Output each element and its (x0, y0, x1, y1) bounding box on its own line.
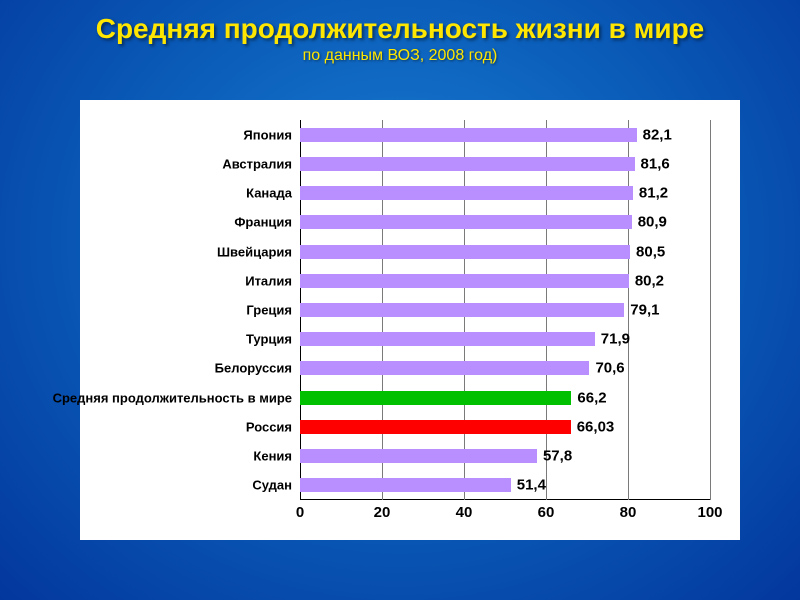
x-tick-label: 40 (456, 504, 473, 521)
bar-value-label: 79,1 (630, 302, 659, 319)
category-label: Италия (245, 273, 292, 288)
bar-value-label: 81,6 (641, 155, 670, 172)
bar-value-label: 80,5 (636, 243, 665, 260)
category-label: Франция (234, 215, 292, 230)
x-tick-label: 0 (296, 504, 304, 521)
bar-value-label: 51,4 (517, 477, 546, 494)
bar (300, 215, 632, 229)
bar (300, 303, 624, 317)
bar (300, 332, 595, 346)
category-label: Греция (246, 303, 292, 318)
bar-value-label: 80,2 (635, 272, 664, 289)
bar-value-label: 66,2 (577, 389, 606, 406)
category-label: Канада (246, 186, 292, 201)
category-label: Средняя продолжительность в мире (53, 390, 292, 405)
bar-value-label: 57,8 (543, 448, 572, 465)
category-label: Швейцария (217, 244, 292, 259)
category-label: Австралия (222, 156, 292, 171)
category-label: Турция (246, 332, 292, 347)
category-label: Судан (252, 478, 292, 493)
bar (300, 274, 629, 288)
x-tick-label: 20 (374, 504, 391, 521)
x-tick-label: 80 (620, 504, 637, 521)
bar (300, 478, 511, 492)
bar-value-label: 81,2 (639, 185, 668, 202)
bar-value-label: 71,9 (601, 331, 630, 348)
bar-value-label: 82,1 (643, 126, 672, 143)
grid-line (710, 120, 711, 500)
bar (300, 361, 589, 375)
category-label: Россия (246, 419, 292, 434)
category-label: Белоруссия (215, 361, 292, 376)
bar (300, 420, 571, 434)
grid-line (628, 120, 629, 500)
title-sub: по данным ВОЗ, 2008 год) (30, 47, 770, 65)
bar-value-label: 66,03 (577, 418, 615, 435)
category-label: Япония (243, 127, 292, 142)
x-tick-label: 100 (697, 504, 722, 521)
x-tick-label: 60 (538, 504, 555, 521)
bar (300, 245, 630, 259)
bar (300, 391, 571, 405)
chart-title-block: Средняя продолжительность жизни в мире п… (0, 0, 800, 75)
title-main: Средняя продолжительность жизни в мире (30, 14, 770, 45)
bar (300, 157, 635, 171)
bar-value-label: 70,6 (595, 360, 624, 377)
category-label: Кения (253, 449, 292, 464)
axis-x (300, 499, 710, 500)
bar (300, 128, 637, 142)
chart-area: 0 20 40 60 80 100 Япония 82,1 Австралия 81,6 Канад… (80, 100, 740, 540)
bar-value-label: 80,9 (638, 214, 667, 231)
bar (300, 449, 537, 463)
bar (300, 186, 633, 200)
